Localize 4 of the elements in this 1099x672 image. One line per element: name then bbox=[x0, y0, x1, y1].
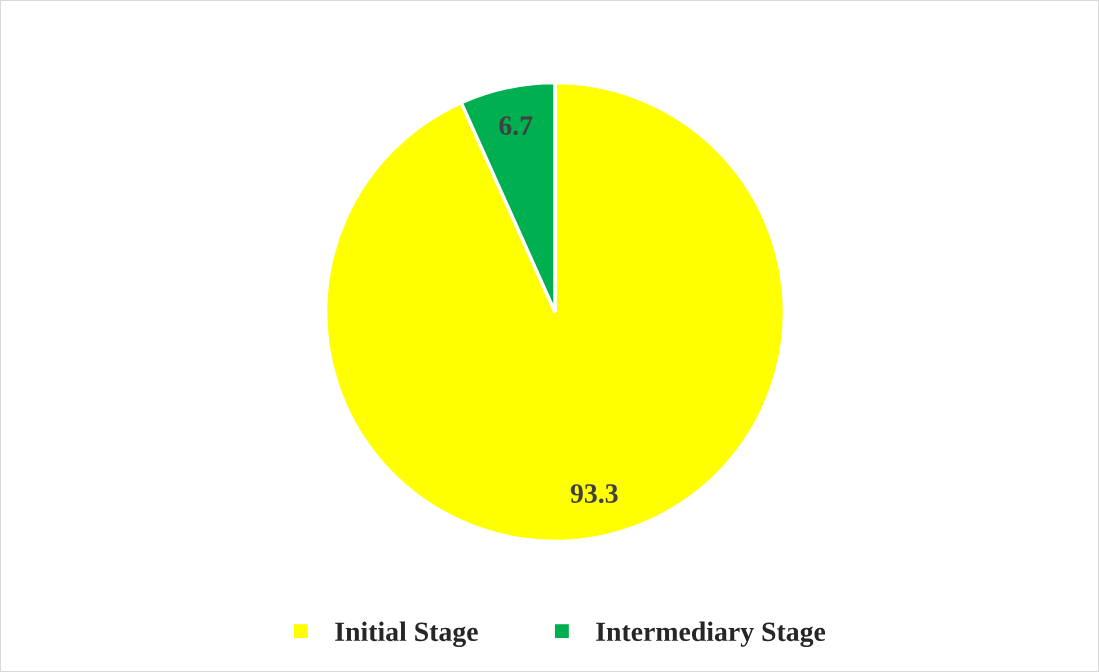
data-label: 6.7 bbox=[499, 116, 533, 136]
legend-label: Intermediary Stage bbox=[596, 621, 826, 647]
data-label: 93.3 bbox=[570, 484, 618, 504]
legend-label: Initial Stage bbox=[335, 621, 478, 647]
